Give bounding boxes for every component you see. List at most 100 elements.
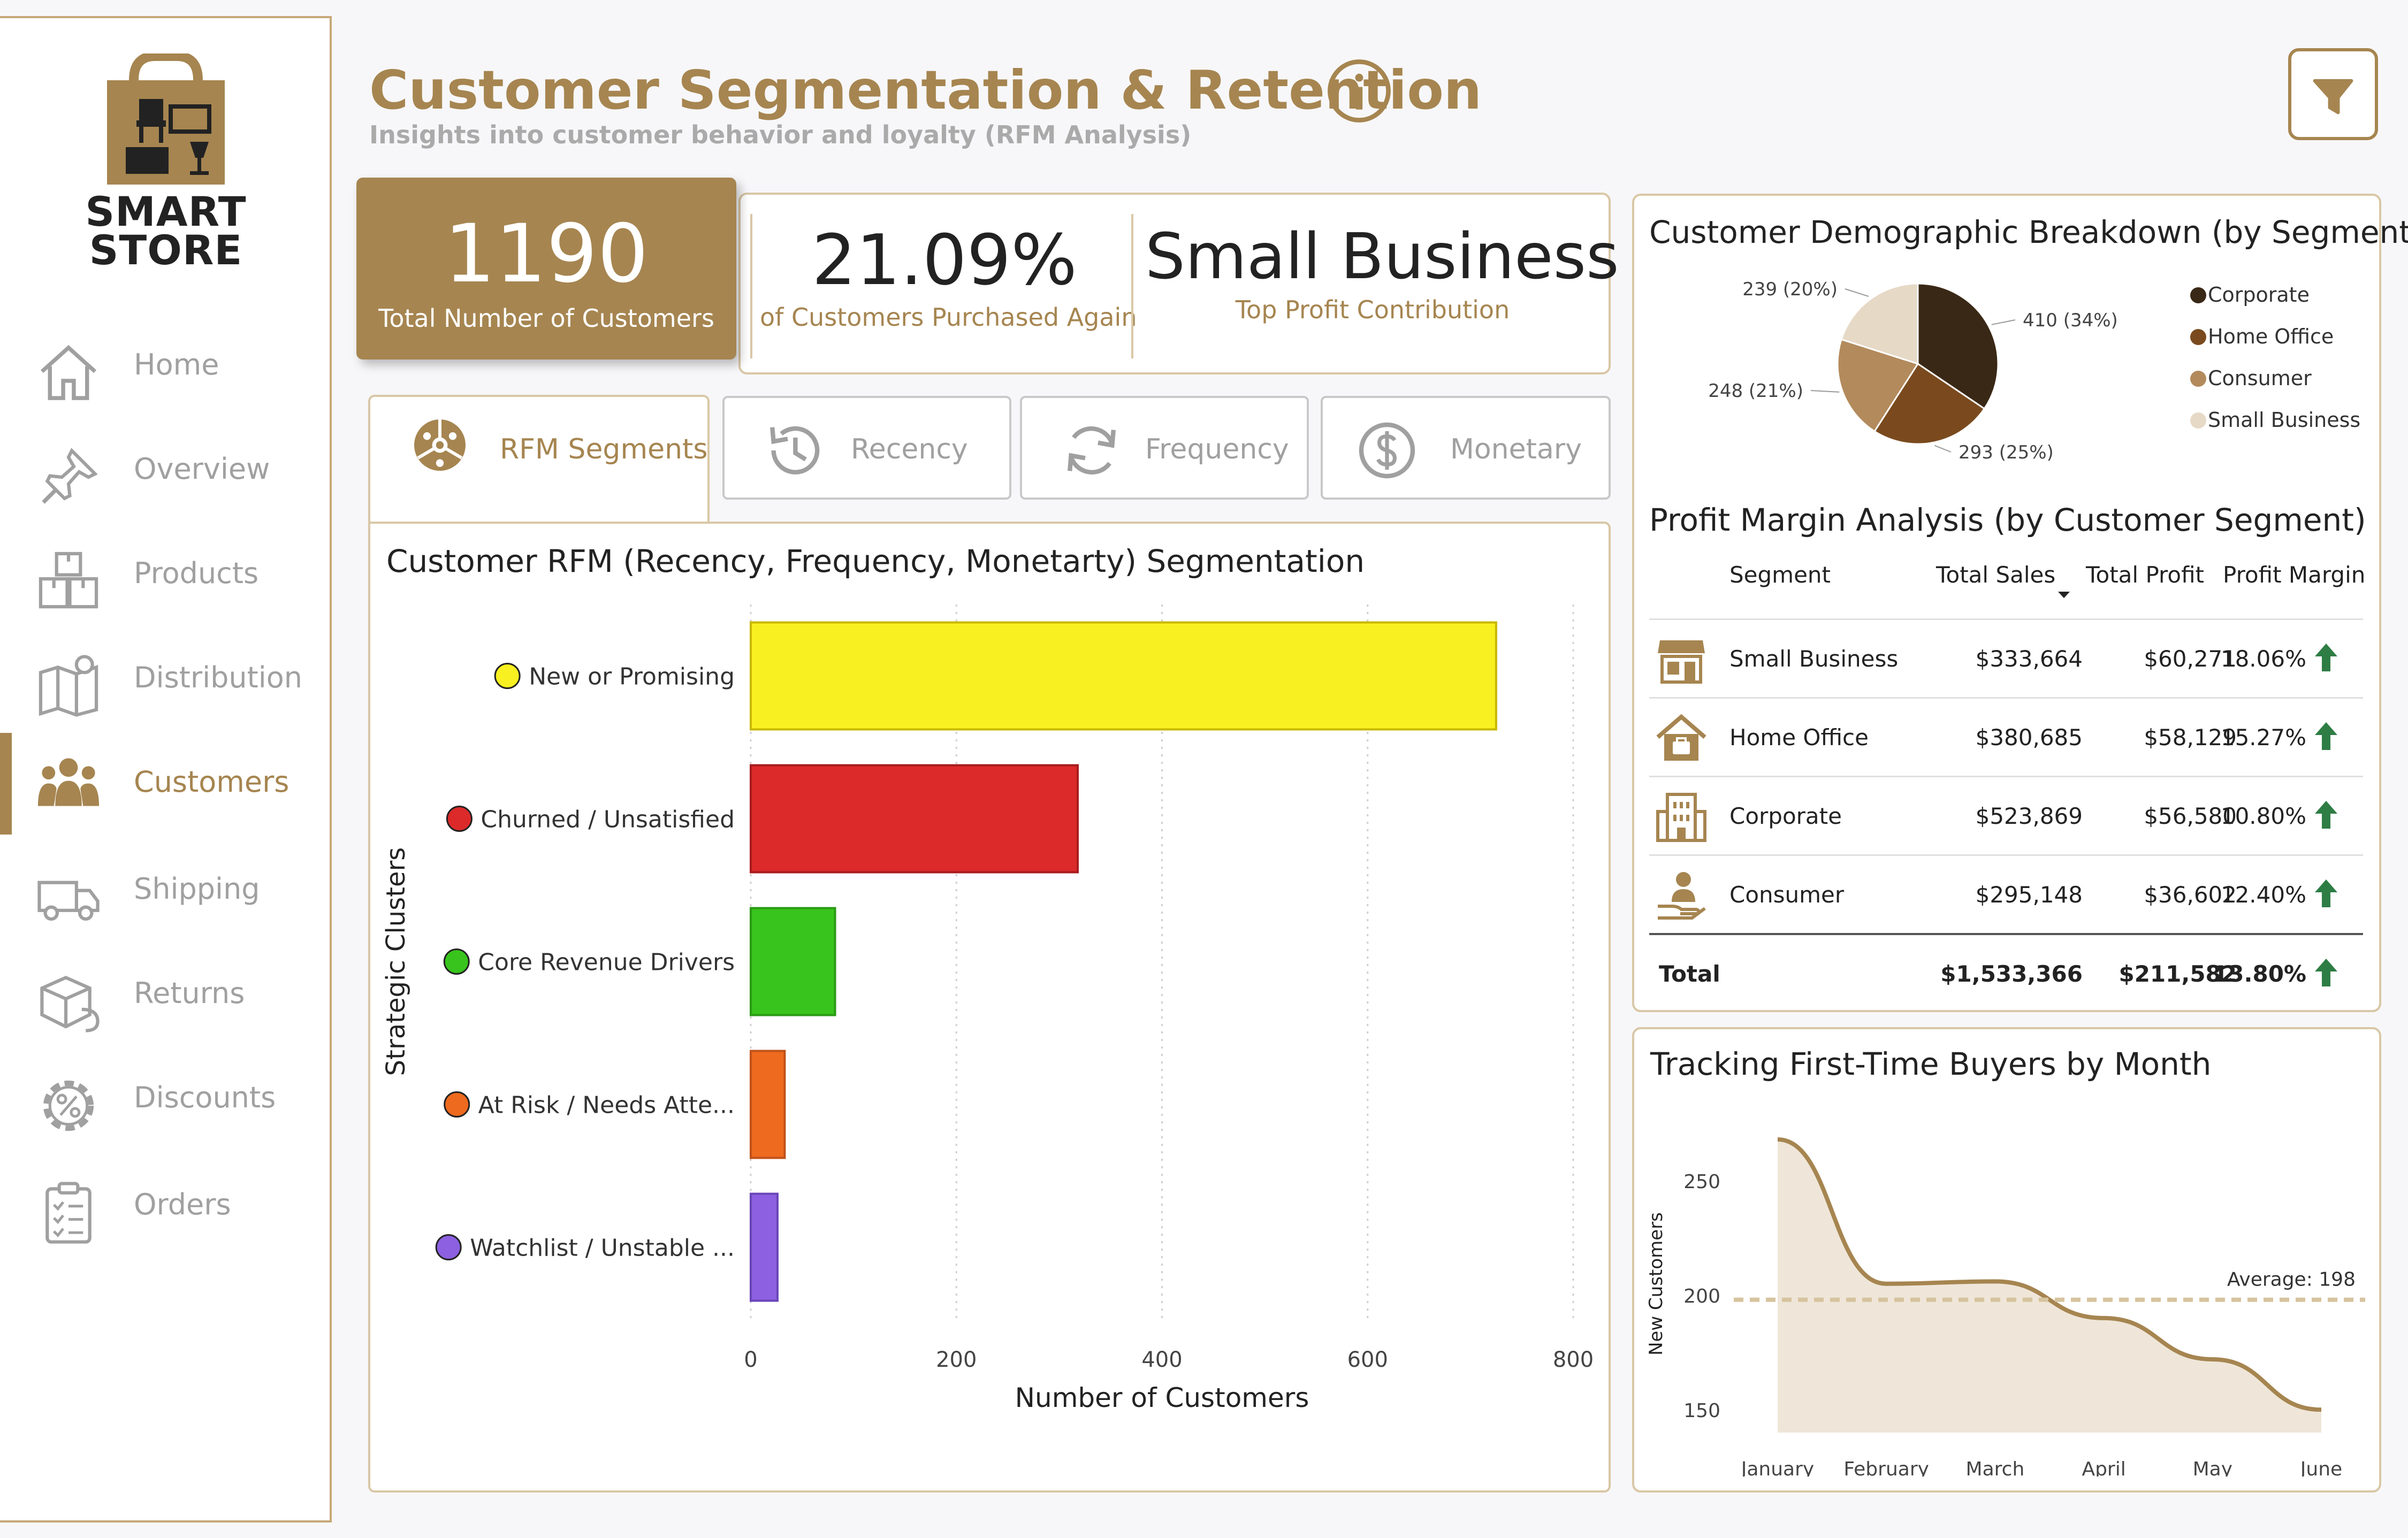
kpi-top-segment-label: Top Profit Contribution xyxy=(1235,295,1510,324)
kpi-top-segment: Small Business Top Profit Contribution xyxy=(1145,219,1619,324)
nav-label-home: Home xyxy=(134,348,219,381)
header-segment[interactable]: Segment xyxy=(1729,562,1831,588)
pin-icon xyxy=(42,448,98,504)
kpi-total-customers-card: 1190 Total Number of Customers xyxy=(356,178,736,359)
table-row: Small Business $333,664 $60,271 18.06% xyxy=(1649,618,2363,697)
rfm-segments-icon xyxy=(414,419,466,471)
nav-item-distribution[interactable]: Distribution xyxy=(0,637,326,722)
legend-dot xyxy=(2190,371,2206,387)
pie-slice-label: 293 (25%) xyxy=(1959,442,2054,463)
legend-dot xyxy=(2190,329,2206,345)
x-tick-label: 600 xyxy=(1347,1348,1388,1372)
people-icon xyxy=(37,758,100,806)
rfm-bar-chart: 0 200 400 600 800 New or Promising Churned / U… xyxy=(381,605,1594,1413)
rfm-chart-title: Customer RFM (Recency, Frequency, Moneta… xyxy=(386,543,1365,579)
tab-rfm-segments-label: RFM Segments xyxy=(500,433,708,465)
bar xyxy=(750,1192,779,1302)
table-row: Corporate $523,869 $56,580 10.80% xyxy=(1649,776,2363,854)
average-label: Average: 198 xyxy=(2227,1269,2356,1291)
demographic-pie-chart: 410 (34%) 293 (25%) 248 (21%) 239 (20%) Corp… xyxy=(1708,279,2360,463)
cell-total-margin: 13.80% xyxy=(2213,961,2306,987)
sort-desc-icon[interactable] xyxy=(2056,590,2072,600)
legend-dot xyxy=(444,1091,470,1118)
kpi-panel xyxy=(738,193,1611,374)
y-category-label: New or Promising xyxy=(529,663,735,691)
house-briefcase-icon xyxy=(1656,714,1706,761)
x-tick-label: February xyxy=(1843,1458,1929,1476)
brand-name-line1: SMART xyxy=(85,188,247,235)
dollar-coin-icon xyxy=(1359,422,1415,479)
tab-frequency-label: Frequency xyxy=(1145,433,1289,465)
y-axis-label: New Customers xyxy=(1645,1212,1667,1356)
cell-sales: $295,148 xyxy=(1975,882,2083,908)
cell-sales: $333,664 xyxy=(1975,646,2083,672)
hand-user-icon xyxy=(1658,872,1706,920)
tab-frequency[interactable]: Frequency xyxy=(1020,396,1309,500)
table-total-row: Total $1,533,366 $211,582 13.80% xyxy=(1649,933,2363,1012)
nav-item-orders[interactable]: Orders xyxy=(0,1164,326,1249)
y-tick-label: 250 xyxy=(1683,1171,1720,1193)
nav-item-customers[interactable]: Customers xyxy=(0,728,326,835)
sidebar xyxy=(0,16,332,1522)
x-tick-label: 0 xyxy=(744,1348,757,1372)
legend-dot xyxy=(2190,287,2206,303)
nav-item-discounts[interactable]: Discounts xyxy=(0,1057,326,1142)
info-icon[interactable] xyxy=(1326,58,1392,124)
tab-recency[interactable]: Recency xyxy=(722,396,1011,500)
cell-total-sales: $1,533,366 xyxy=(1940,961,2083,987)
cell-sales: $523,869 xyxy=(1975,803,2083,829)
nav-item-shipping[interactable]: Shipping xyxy=(0,848,326,933)
cell-margin: 15.27% xyxy=(2220,724,2306,751)
history-clock-icon xyxy=(770,426,820,475)
header-total-sales[interactable]: Total Sales xyxy=(1936,562,2056,588)
nav-label-orders: Orders xyxy=(134,1188,231,1221)
legend-dot xyxy=(446,806,473,832)
pie-leader-line xyxy=(1991,319,2016,325)
area-fill xyxy=(1778,1139,2321,1433)
legend-dot xyxy=(2190,412,2206,429)
cell-segment: Home Office xyxy=(1729,724,1869,751)
filter-button[interactable] xyxy=(2288,48,2378,140)
tab-rfm-segments[interactable]: RFM Segments xyxy=(368,395,710,523)
pie-slice xyxy=(1840,282,1919,365)
header-total-profit[interactable]: Total Profit xyxy=(2086,562,2204,588)
nav-label-distribution: Distribution xyxy=(134,661,303,694)
nav-item-overview[interactable]: Overview xyxy=(0,428,326,514)
pie-slice-label: 248 (21%) xyxy=(1708,380,1803,402)
up-arrow-icon xyxy=(2315,879,2337,907)
x-tick-label: 400 xyxy=(1141,1348,1182,1372)
up-arrow-icon xyxy=(2315,959,2337,986)
bar xyxy=(750,907,836,1016)
truck-icon xyxy=(37,881,100,921)
percent-gear-icon xyxy=(43,1080,94,1131)
cell-segment: Consumer xyxy=(1729,882,1845,908)
x-tick-label: 800 xyxy=(1553,1348,1594,1372)
header-profit-margin[interactable]: Profit Margin xyxy=(2223,562,2366,588)
pie-slice xyxy=(1837,338,1919,433)
x-tick-label: March xyxy=(1966,1458,2025,1476)
cell-margin: 10.80% xyxy=(2220,803,2306,829)
nav-label-customers: Customers xyxy=(134,765,289,799)
first-time-buyers-area-chart: 150 200 250 January February March April May Jun… xyxy=(1645,1137,2365,1476)
tab-monetary[interactable]: Monetary xyxy=(1321,396,1611,500)
home-icon xyxy=(40,345,97,400)
up-arrow-icon xyxy=(2315,644,2337,671)
nav-item-home[interactable]: Home xyxy=(0,324,326,409)
kpi-divider xyxy=(1131,214,1133,358)
nav-item-returns[interactable]: Returns xyxy=(0,952,326,1038)
nav-item-products[interactable]: Products xyxy=(0,532,326,618)
pie-slice xyxy=(1917,282,1999,410)
page-subtitle: Insights into customer behavior and loya… xyxy=(369,120,1192,149)
map-icon xyxy=(39,655,98,717)
smart-store-logo: SMART STORE xyxy=(70,51,262,278)
building-icon xyxy=(1656,793,1706,842)
cell-total-profit: $211,582 xyxy=(2119,961,2237,987)
legend-dot xyxy=(443,948,470,975)
x-tick-label: April xyxy=(2082,1458,2125,1476)
series-line xyxy=(1777,1137,2322,1412)
cell-profit: $58,129 xyxy=(2144,724,2237,751)
cell-margin: 18.06% xyxy=(2220,646,2306,672)
legend-label: Home Office xyxy=(2208,325,2334,348)
kpi-repeat-rate-label: of Customers Purchased Again xyxy=(760,303,1137,332)
tab-recency-label: Recency xyxy=(851,433,968,465)
